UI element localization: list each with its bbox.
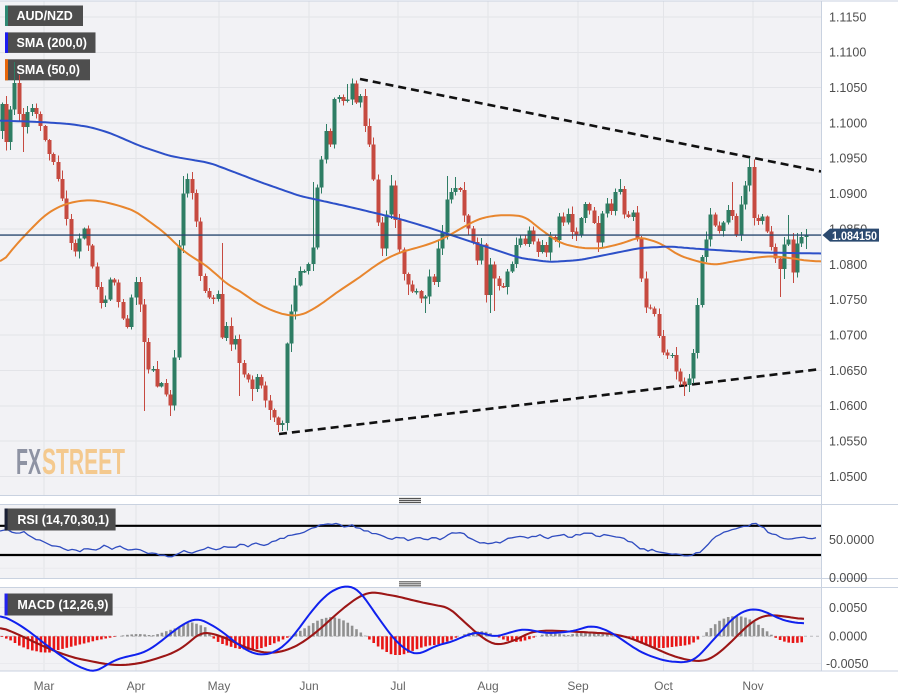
svg-text:Aug: Aug <box>477 679 498 693</box>
svg-text:0.0000: 0.0000 <box>829 629 867 643</box>
svg-text:Jul: Jul <box>390 679 405 693</box>
svg-text:1.0500: 1.0500 <box>829 470 867 484</box>
svg-text:1.0550: 1.0550 <box>829 435 867 449</box>
svg-text:RSI (14,70,30,1): RSI (14,70,30,1) <box>17 513 109 527</box>
svg-text:Oct: Oct <box>654 679 673 693</box>
svg-text:AUD/NZD: AUD/NZD <box>17 9 73 23</box>
svg-text:1.1050: 1.1050 <box>829 81 867 95</box>
svg-text:Sep: Sep <box>567 679 589 693</box>
svg-text:1.0950: 1.0950 <box>829 152 867 166</box>
svg-text:1.084150: 1.084150 <box>832 229 877 243</box>
svg-text:1.0800: 1.0800 <box>829 258 867 272</box>
svg-text:Mar: Mar <box>34 679 55 693</box>
svg-text:SMA (50,0): SMA (50,0) <box>17 63 80 77</box>
svg-text:-0.0050: -0.0050 <box>826 657 868 671</box>
svg-text:1.0700: 1.0700 <box>829 329 867 343</box>
svg-text:1.1000: 1.1000 <box>829 116 867 130</box>
svg-text:1.0650: 1.0650 <box>829 364 867 378</box>
svg-text:50.0000: 50.0000 <box>829 533 874 547</box>
svg-text:1.1100: 1.1100 <box>829 46 866 60</box>
svg-text:MACD (12,26,9): MACD (12,26,9) <box>17 598 108 612</box>
svg-text:1.1150: 1.1150 <box>829 10 866 24</box>
svg-text:STREET: STREET <box>42 441 125 482</box>
svg-text:1.0600: 1.0600 <box>829 399 867 413</box>
svg-text:May: May <box>208 679 231 693</box>
svg-text:FX: FX <box>16 441 41 482</box>
svg-text:1.0750: 1.0750 <box>829 293 867 307</box>
svg-text:0.0000: 0.0000 <box>829 571 867 585</box>
svg-text:Jun: Jun <box>299 679 318 693</box>
svg-text:0.0050: 0.0050 <box>829 601 867 615</box>
svg-text:1.0900: 1.0900 <box>829 187 867 201</box>
svg-text:SMA (200,0): SMA (200,0) <box>17 36 87 50</box>
svg-text:Nov: Nov <box>742 679 763 693</box>
svg-text:Apr: Apr <box>127 679 146 693</box>
